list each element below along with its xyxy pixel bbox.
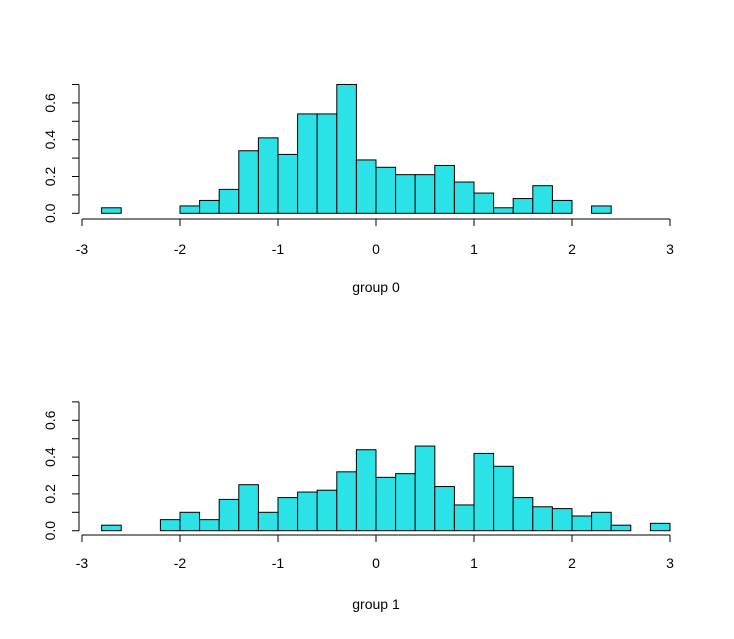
- y-tick-label: 0.6: [42, 93, 58, 113]
- histogram-bar: [473, 192, 495, 214]
- histogram-panel-0: -3 -2 -1 0 1 2 3 0.0 0.2 0.4 0.6 group 0: [42, 84, 674, 295]
- x-tick-label: 0: [372, 241, 380, 257]
- x-tick-label: 2: [568, 555, 576, 571]
- x-tick-label: -3: [76, 241, 89, 257]
- histogram-bar: [610, 524, 632, 532]
- x-tick-label: -2: [174, 241, 187, 257]
- x-tick-label: 1: [470, 555, 478, 571]
- y-tick-label: 0.4: [42, 130, 58, 150]
- x-tick-label: -1: [272, 555, 285, 571]
- histogram-bar: [453, 181, 475, 214]
- histogram-bar: [395, 473, 416, 532]
- y-tick-label: 0.2: [42, 484, 58, 504]
- x-tick-label: 2: [568, 241, 576, 257]
- x-tick-label: -1: [272, 241, 285, 257]
- histogram-bar: [257, 137, 279, 214]
- x-tick-label: 0: [372, 555, 380, 571]
- histogram-bar: [532, 185, 553, 214]
- histogram-bar: [159, 519, 181, 532]
- histogram-bar: [277, 153, 299, 214]
- histogram-bar: [199, 199, 220, 214]
- y-tick-label: 0.4: [42, 447, 58, 467]
- histogram-bar: [375, 166, 397, 214]
- histogram-bar: [316, 113, 338, 214]
- histogram-bar: [571, 515, 593, 532]
- histogram-bar: [649, 522, 671, 532]
- histogram-bar: [238, 484, 259, 532]
- x-axis-title: group 1: [352, 596, 400, 612]
- histogram-bar: [218, 498, 240, 532]
- y-tick-label: 0.6: [42, 410, 58, 430]
- histogram-bar: [512, 497, 534, 532]
- histogram-bar: [551, 199, 573, 214]
- histogram-bar: [532, 506, 553, 532]
- x-tick-label: -3: [76, 555, 89, 571]
- histogram-bar: [355, 159, 377, 214]
- histogram-bar: [375, 476, 397, 532]
- histogram-bar: [101, 207, 122, 214]
- y-tick-label: 0.0: [42, 203, 58, 223]
- histogram-bar: [179, 205, 201, 214]
- histogram-bar: [336, 471, 357, 532]
- histogram-bar: [297, 113, 318, 214]
- histogram-bar: [512, 198, 534, 214]
- histogram-bar: [591, 205, 612, 214]
- histogram-bar: [395, 174, 416, 214]
- histogram-bar: [414, 174, 436, 214]
- histogram-bar: [297, 491, 318, 532]
- histogram-bar: [434, 486, 455, 532]
- histogram-bar: [277, 497, 299, 532]
- histogram-bar: [179, 511, 201, 532]
- histogram-bar: [238, 150, 259, 214]
- x-tick-label: 1: [470, 241, 478, 257]
- histogram-bar: [434, 164, 455, 214]
- histogram-bar: [199, 519, 220, 532]
- histogram-bar: [316, 489, 338, 532]
- histogram-bar: [453, 504, 475, 532]
- x-axis-title: group 0: [352, 279, 400, 295]
- histogram-bar: [218, 188, 240, 214]
- x-tick-label: 3: [666, 241, 674, 257]
- histogram-panel-1: -3 -2 -1 0 1 2 3 0.0 0.2 0.4 0.6 group 1: [42, 401, 674, 612]
- histogram-bar: [591, 511, 612, 532]
- histogram-bar: [257, 511, 279, 532]
- histogram-bar: [414, 445, 436, 532]
- y-tick-label: 0.0: [42, 521, 58, 541]
- x-tick-label: 3: [666, 555, 674, 571]
- histogram-bar: [336, 84, 357, 214]
- histogram-bar: [101, 524, 122, 532]
- histogram-bar: [473, 452, 495, 532]
- y-tick-label: 0.2: [42, 167, 58, 187]
- x-tick-label: -2: [174, 555, 187, 571]
- histogram-bar: [355, 449, 377, 532]
- histogram-bar: [551, 508, 573, 532]
- histogram-bar: [493, 207, 514, 214]
- histogram-bar: [493, 465, 514, 532]
